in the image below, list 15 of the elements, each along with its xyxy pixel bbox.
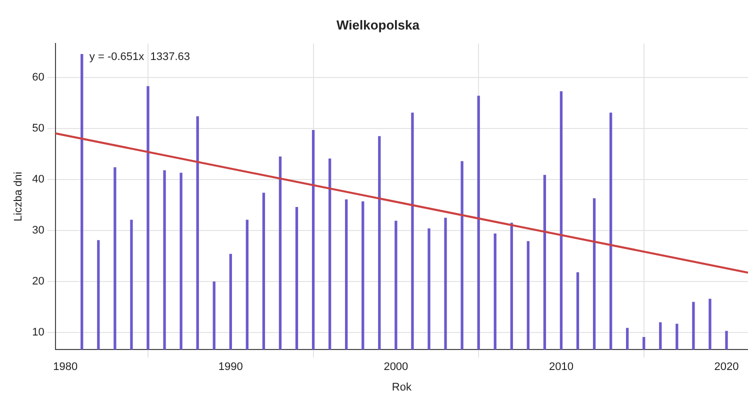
y-tick-label: 10 [32,326,44,338]
x-tick-label: 1990 [218,361,243,374]
x-axis-title: Rok [392,381,412,394]
annotation: y = -0.651x 1337.63 [89,51,190,64]
y-axis-title: Liczba dni [12,172,25,222]
y-tick-label: 20 [32,275,44,288]
chart-title: Wielkopolska [336,17,420,32]
y-tick-label: 50 [32,122,44,134]
y-tick-label: 60 [32,71,44,84]
x-tick-label: 2000 [384,361,408,374]
y-tick-label: 30 [32,224,44,236]
x-tick-label: 2010 [548,361,574,374]
y-tick-label: 40 [32,173,44,186]
x-tick-label: 2020 [714,361,739,374]
x-tick-label: 1980 [53,361,78,374]
